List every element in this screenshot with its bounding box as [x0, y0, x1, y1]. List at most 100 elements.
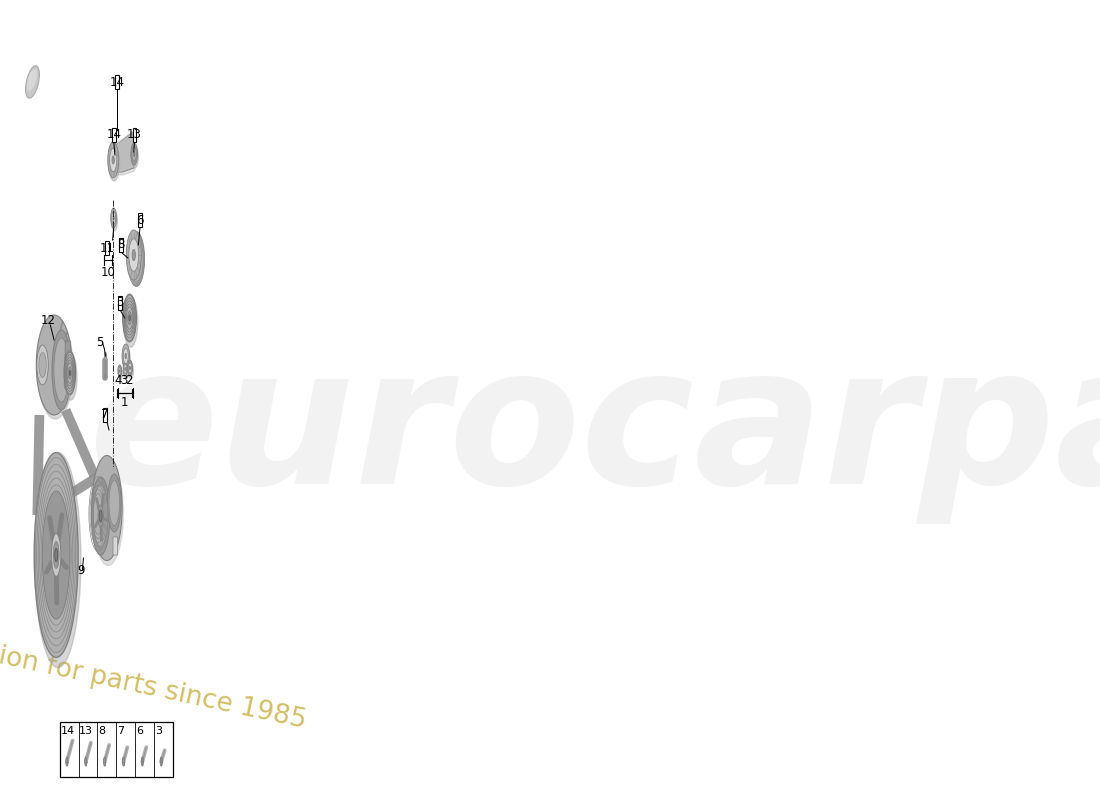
Ellipse shape — [26, 69, 37, 91]
FancyBboxPatch shape — [112, 128, 115, 142]
Ellipse shape — [124, 365, 126, 374]
FancyBboxPatch shape — [65, 341, 70, 363]
Ellipse shape — [91, 477, 110, 555]
Text: 14: 14 — [60, 726, 75, 736]
Ellipse shape — [104, 352, 107, 360]
FancyBboxPatch shape — [119, 238, 123, 252]
Ellipse shape — [161, 757, 163, 766]
Text: 4: 4 — [114, 374, 122, 386]
Ellipse shape — [109, 145, 120, 181]
Ellipse shape — [108, 474, 121, 532]
Ellipse shape — [94, 461, 123, 566]
Ellipse shape — [34, 453, 78, 658]
Text: 5: 5 — [97, 335, 103, 349]
Ellipse shape — [69, 370, 70, 375]
Ellipse shape — [112, 211, 115, 225]
Ellipse shape — [36, 345, 48, 385]
Ellipse shape — [119, 368, 122, 380]
Polygon shape — [112, 132, 135, 172]
Ellipse shape — [108, 142, 119, 178]
Text: 1: 1 — [121, 397, 129, 410]
Text: a passion for parts since 1985: a passion for parts since 1985 — [0, 626, 309, 734]
Text: 12: 12 — [41, 314, 56, 326]
Ellipse shape — [39, 353, 46, 378]
Ellipse shape — [65, 368, 67, 374]
Ellipse shape — [123, 294, 136, 342]
Text: 13: 13 — [126, 129, 142, 142]
Ellipse shape — [66, 757, 68, 766]
Ellipse shape — [111, 211, 118, 231]
Ellipse shape — [126, 230, 141, 280]
Text: 10: 10 — [100, 266, 116, 278]
Ellipse shape — [132, 147, 136, 161]
Ellipse shape — [64, 351, 76, 395]
FancyBboxPatch shape — [132, 128, 136, 142]
Ellipse shape — [103, 757, 106, 766]
Ellipse shape — [128, 233, 142, 283]
Text: eurocarparts: eurocarparts — [88, 337, 1100, 523]
Ellipse shape — [65, 361, 67, 367]
Ellipse shape — [123, 362, 128, 376]
Ellipse shape — [25, 66, 40, 98]
Ellipse shape — [52, 534, 60, 577]
Ellipse shape — [37, 319, 74, 419]
Ellipse shape — [54, 338, 69, 402]
Ellipse shape — [129, 315, 130, 321]
Polygon shape — [111, 131, 134, 171]
Ellipse shape — [111, 208, 117, 228]
Ellipse shape — [55, 549, 57, 562]
Text: 7: 7 — [117, 726, 124, 736]
Text: 6: 6 — [136, 214, 144, 226]
Ellipse shape — [35, 452, 81, 668]
Ellipse shape — [112, 156, 114, 164]
Text: 11: 11 — [99, 242, 114, 254]
Ellipse shape — [131, 143, 138, 165]
Ellipse shape — [118, 365, 122, 377]
Polygon shape — [112, 135, 135, 175]
Ellipse shape — [43, 491, 70, 619]
Ellipse shape — [124, 365, 128, 379]
Ellipse shape — [99, 510, 102, 522]
FancyBboxPatch shape — [118, 296, 122, 310]
Ellipse shape — [64, 381, 65, 389]
Ellipse shape — [128, 360, 132, 376]
Ellipse shape — [123, 297, 138, 347]
Text: 6: 6 — [136, 726, 143, 736]
Text: 13: 13 — [79, 726, 94, 736]
Ellipse shape — [85, 757, 87, 766]
Ellipse shape — [119, 367, 121, 375]
Text: 3: 3 — [155, 726, 162, 736]
Text: 14: 14 — [107, 129, 121, 142]
Ellipse shape — [132, 146, 139, 168]
Ellipse shape — [113, 216, 114, 220]
Ellipse shape — [128, 231, 144, 286]
Ellipse shape — [68, 367, 72, 379]
Ellipse shape — [94, 485, 108, 547]
Ellipse shape — [130, 237, 143, 282]
Ellipse shape — [109, 481, 120, 526]
Text: 3: 3 — [117, 297, 124, 310]
Ellipse shape — [65, 375, 67, 382]
Ellipse shape — [104, 354, 107, 362]
Text: 3: 3 — [120, 374, 128, 386]
Ellipse shape — [141, 757, 143, 766]
FancyBboxPatch shape — [113, 537, 118, 555]
Ellipse shape — [133, 151, 135, 157]
Ellipse shape — [129, 363, 132, 373]
Ellipse shape — [36, 315, 72, 415]
Ellipse shape — [122, 757, 124, 766]
Ellipse shape — [64, 353, 66, 361]
Ellipse shape — [53, 542, 59, 569]
Ellipse shape — [65, 354, 77, 400]
FancyBboxPatch shape — [139, 213, 142, 227]
Text: 14: 14 — [110, 75, 124, 89]
Ellipse shape — [129, 363, 133, 379]
Ellipse shape — [132, 250, 135, 261]
Text: 7: 7 — [101, 409, 109, 422]
Text: 9: 9 — [77, 563, 85, 577]
Ellipse shape — [91, 455, 122, 561]
FancyBboxPatch shape — [116, 75, 119, 89]
Ellipse shape — [98, 505, 103, 527]
Text: 8: 8 — [98, 726, 106, 736]
Ellipse shape — [110, 148, 117, 172]
